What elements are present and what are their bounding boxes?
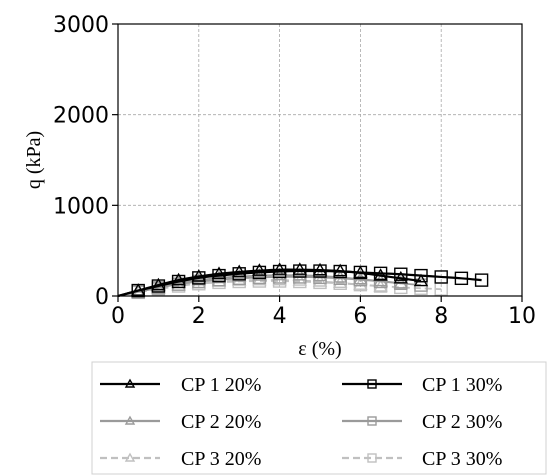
square-marker bbox=[171, 274, 186, 289]
x-tick-label: 10 bbox=[508, 304, 536, 329]
square-marker bbox=[252, 265, 267, 280]
y-tick-label: 2000 bbox=[53, 104, 109, 129]
x-tick-label: 6 bbox=[353, 304, 367, 329]
triangle-marker bbox=[124, 415, 136, 425]
legend-item: CP 3 30% bbox=[342, 448, 502, 470]
legend-item: CP 1 20% bbox=[100, 374, 261, 396]
square-marker bbox=[414, 268, 428, 283]
x-tick-label: 2 bbox=[192, 304, 206, 329]
square-marker bbox=[367, 416, 377, 426]
square-marker bbox=[454, 271, 469, 286]
triangle-marker bbox=[312, 262, 328, 276]
triangle-marker bbox=[373, 268, 388, 281]
square-marker bbox=[313, 264, 327, 278]
triangle-marker bbox=[272, 262, 287, 275]
legend-item: CP 1 30% bbox=[342, 374, 502, 396]
square-marker bbox=[367, 379, 377, 389]
triangle-marker bbox=[191, 269, 207, 282]
triangle-marker bbox=[252, 272, 267, 286]
legend-label: CP 2 20% bbox=[181, 411, 261, 433]
square-marker bbox=[474, 273, 489, 287]
legend-label: CP 3 30% bbox=[422, 448, 502, 470]
square-marker bbox=[272, 264, 287, 279]
square-marker bbox=[394, 267, 408, 281]
triangle-marker bbox=[332, 270, 348, 283]
triangle-marker bbox=[413, 273, 429, 287]
plot-frame bbox=[117, 23, 523, 297]
square-marker bbox=[151, 279, 166, 293]
triangle-marker bbox=[252, 263, 267, 276]
square-marker bbox=[333, 264, 347, 279]
x-tick-label: 8 bbox=[434, 304, 448, 329]
triangle-marker bbox=[124, 378, 136, 388]
series-line bbox=[117, 268, 422, 298]
triangle-marker bbox=[393, 270, 409, 284]
triangle-marker bbox=[211, 270, 227, 284]
square-marker bbox=[373, 266, 388, 281]
series-layer bbox=[117, 262, 489, 300]
legend-item: CP 2 30% bbox=[342, 411, 502, 433]
grid bbox=[117, 23, 523, 297]
square-marker bbox=[293, 264, 307, 278]
triangle-marker bbox=[231, 264, 247, 278]
y-axis-label: q (kPa) bbox=[23, 131, 45, 189]
triangle-marker bbox=[211, 266, 227, 279]
legend: CP 1 20% CP 1 30% CP 2 20% CP 2 30% CP 3 20%… bbox=[91, 361, 547, 475]
y-tick-label: 1000 bbox=[53, 194, 109, 219]
triangle-marker bbox=[231, 269, 247, 282]
legend-label: CP 2 30% bbox=[422, 411, 502, 433]
triangle-marker bbox=[292, 262, 308, 275]
legend-box bbox=[91, 361, 547, 475]
x-tick-label: 4 bbox=[273, 304, 287, 329]
square-marker bbox=[192, 271, 206, 285]
x-axis-label: ε (%) bbox=[298, 338, 341, 360]
square-marker bbox=[232, 267, 246, 281]
square-marker bbox=[212, 268, 226, 283]
triangle-marker bbox=[124, 452, 136, 462]
legend-item: CP 3 20% bbox=[100, 448, 261, 470]
series-line bbox=[117, 276, 422, 297]
series-2 bbox=[117, 264, 489, 298]
y-tick-label: 0 bbox=[95, 285, 109, 310]
square-marker bbox=[434, 270, 448, 284]
triangle-marker bbox=[171, 272, 186, 286]
y-tick-label: 3000 bbox=[53, 13, 109, 38]
legend-label: CP 3 20% bbox=[181, 448, 261, 470]
square-marker bbox=[367, 453, 377, 463]
triangle-marker bbox=[332, 263, 348, 277]
legend-label: CP 1 30% bbox=[422, 374, 502, 396]
square-marker bbox=[353, 265, 368, 280]
legend-label: CP 1 20% bbox=[181, 374, 261, 396]
legend-item: CP 2 20% bbox=[100, 411, 261, 433]
ticks: 0 2 4 6 8 10 0 1000 2000 3000 bbox=[53, 13, 536, 329]
series-line bbox=[117, 269, 482, 298]
x-tick-label: 0 bbox=[111, 304, 125, 329]
